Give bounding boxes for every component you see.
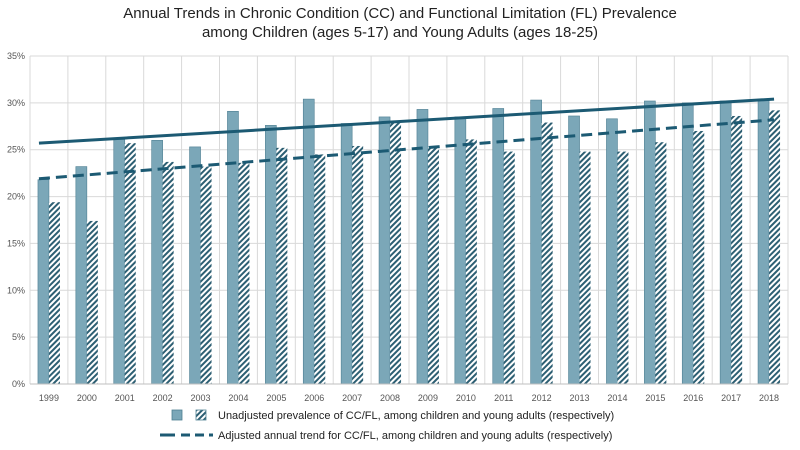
x-tick-label: 2009	[418, 393, 438, 403]
bar-children-2009	[416, 109, 429, 385]
x-tick-label: 1999	[39, 393, 59, 403]
bar-young_adults-2000	[86, 220, 98, 384]
bar-children-2008	[378, 116, 391, 385]
x-tick-label: 2011	[494, 393, 513, 403]
axis-layer: 0% 5% 10% 15% 20% 25% 30% 35% 1999 2000 2001 2002 20…	[7, 51, 788, 403]
y-tick-label: 25%	[7, 145, 25, 155]
x-tick-label: 2006	[304, 393, 324, 403]
bar-young_adults-2003	[200, 166, 212, 384]
x-tick-label: 2007	[342, 393, 362, 403]
chart-title: Annual Trends in Chronic Condition (CC) …	[0, 4, 800, 42]
x-tick-label: 2015	[645, 393, 665, 403]
bar-children-2007	[340, 123, 353, 385]
chart-title-line-1: Annual Trends in Chronic Condition (CC) …	[123, 5, 677, 22]
x-tick-label: 2000	[77, 393, 97, 403]
bar-young_adults-2001	[124, 143, 136, 384]
x-tick-label: 2012	[532, 393, 552, 403]
x-tick-label: 2002	[153, 393, 173, 403]
bar-children-2005	[265, 125, 277, 385]
x-tick-label: 2008	[380, 393, 400, 403]
bar-children-2004	[227, 110, 239, 385]
y-tick-label: 15%	[7, 238, 25, 248]
bar-young_adults-2013	[579, 151, 591, 384]
legend-swatch-solid	[171, 409, 183, 421]
bar-young_adults-2017	[731, 115, 743, 384]
bar-children-2012	[530, 99, 542, 385]
bar-children-2010	[454, 116, 467, 385]
x-tick-label: 2010	[456, 393, 476, 403]
y-tick-label: 5%	[12, 332, 25, 342]
x-tick-label: 2018	[759, 393, 779, 403]
bar-children-2013	[568, 115, 580, 385]
x-tick-label: 2003	[191, 393, 211, 403]
bar-children-2011	[492, 108, 505, 385]
bar-young_adults-2012	[541, 122, 553, 384]
y-tick-label: 35%	[7, 51, 25, 61]
bar-children-2014	[606, 118, 618, 385]
bar-young_adults-2002	[162, 161, 174, 384]
bar-young_adults-2006	[314, 154, 326, 384]
x-tick-label: 2014	[607, 393, 627, 403]
bar-children-2001	[113, 139, 126, 385]
trend-line-children	[38, 97, 775, 145]
bar-young_adults-2005	[276, 147, 288, 384]
bar-young_adults-2008	[390, 122, 402, 384]
bar-young_adults-2011	[503, 151, 515, 384]
bar-children-2006	[302, 98, 315, 385]
bar-children-1999	[37, 179, 50, 385]
bar-children-2018	[757, 98, 770, 385]
legend-label-bars: Unadjusted prevalence of CC/FL, among ch…	[218, 410, 614, 422]
x-tick-label: 2001	[115, 393, 135, 403]
y-tick-label: 10%	[7, 285, 25, 295]
bar-young_adults-2016	[693, 130, 705, 384]
x-tick-label: 2004	[228, 393, 248, 403]
bar-children-2000	[75, 166, 88, 385]
bar-children-2016	[681, 102, 694, 385]
trend-line-young_adults	[38, 118, 775, 181]
legend-label-trend: Adjusted annual trend for CC/FL, among c…	[218, 430, 612, 442]
bar-layer	[37, 98, 781, 385]
y-tick-label: 20%	[7, 192, 25, 202]
bar-children-2017	[719, 100, 732, 385]
x-tick-label: 2017	[721, 393, 741, 403]
bar-young_adults-2009	[427, 146, 439, 384]
x-tick-label: 2016	[683, 393, 703, 403]
bar-young_adults-2014	[617, 151, 629, 384]
bar-children-2003	[189, 146, 201, 385]
bar-young_adults-2015	[655, 142, 667, 384]
trend-layer	[38, 97, 775, 181]
x-tick-label: 2005	[266, 393, 286, 403]
chart-title-line-2: among Children (ages 5-17) and Young Adu…	[201, 24, 599, 41]
bar-young_adults-1999	[48, 202, 60, 384]
x-tick-label: 2013	[570, 393, 590, 403]
legend: Unadjusted prevalence of CC/FL, among ch…	[160, 409, 614, 442]
legend-swatch-hatched	[195, 409, 207, 421]
bar-young_adults-2018	[769, 110, 781, 385]
bar-children-2015	[644, 100, 656, 385]
bar-young_adults-2010	[465, 139, 477, 384]
y-tick-label: 30%	[7, 98, 25, 108]
bar-children-2002	[151, 140, 163, 385]
bar-young_adults-2004	[238, 162, 250, 384]
y-tick-label: 0%	[12, 379, 25, 389]
bar-young_adults-2007	[352, 145, 364, 384]
